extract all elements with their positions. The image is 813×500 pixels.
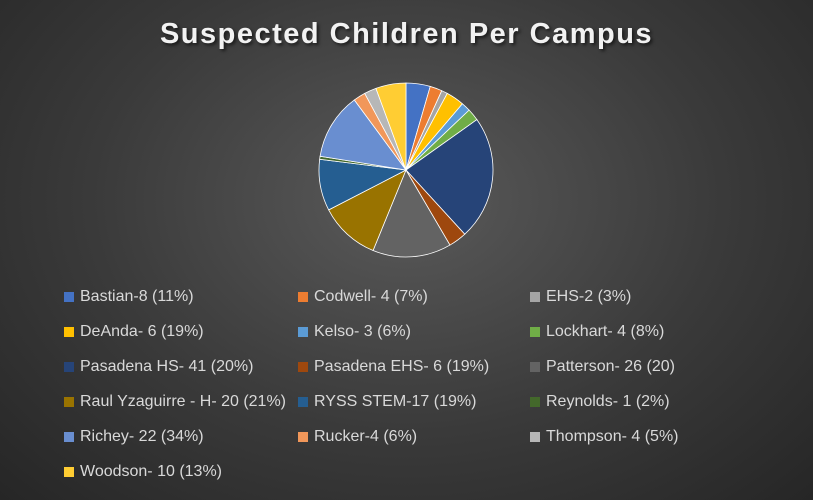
legend-swatch: [64, 327, 74, 337]
legend-label: Patterson- 26 (20): [546, 358, 675, 375]
legend-label: Rucker-4 (6%): [314, 428, 418, 445]
legend-label: Kelso- 3 (6%): [314, 323, 411, 340]
legend-item: Raul Yzaguirre - H- 20 (21%): [64, 391, 286, 413]
legend-swatch: [64, 292, 74, 302]
legend-item: Woodson- 10 (13%): [64, 461, 222, 483]
legend-swatch: [64, 362, 74, 372]
legend-swatch: [530, 327, 540, 337]
pie-slice: [372, 169, 451, 258]
legend-item: Richey- 22 (34%): [64, 426, 204, 448]
legend-item: Rucker-4 (6%): [298, 426, 417, 448]
legend-label: Thompson- 4 (5%): [546, 428, 679, 445]
legend-label: Pasadena HS- 41 (20%): [80, 358, 254, 375]
pie-slice: [405, 119, 494, 235]
legend-label: Lockhart- 4 (8%): [546, 323, 665, 340]
legend-label: Bastian-8 (11%): [80, 288, 194, 305]
legend-label: DeAnda- 6 (19%): [80, 323, 204, 340]
legend-label: Woodson- 10 (13%): [80, 463, 222, 480]
legend-item: Thompson- 4 (5%): [530, 426, 679, 448]
legend-swatch: [298, 397, 308, 407]
legend-swatch: [298, 362, 308, 372]
legend-swatch: [530, 362, 540, 372]
legend-item: Codwell- 4 (7%): [298, 286, 428, 308]
legend-item: Pasadena HS- 41 (20%): [64, 356, 253, 378]
legend-swatch: [530, 432, 540, 442]
legend-item: DeAnda- 6 (19%): [64, 321, 204, 343]
legend-label: Raul Yzaguirre - H- 20 (21%): [80, 393, 287, 410]
legend-item: Lockhart- 4 (8%): [530, 321, 664, 343]
pie-slice: [319, 99, 407, 171]
legend-item: Patterson- 26 (20): [530, 356, 675, 378]
legend-item: Bastian-8 (11%): [64, 286, 194, 308]
legend-label: Pasadena EHS- 6 (19%): [314, 358, 490, 375]
legend-label: Reynolds- 1 (2%): [546, 393, 670, 410]
pie-chart: [318, 82, 494, 258]
legend-swatch: [298, 432, 308, 442]
legend-swatch: [298, 327, 308, 337]
legend-item: Kelso- 3 (6%): [298, 321, 411, 343]
legend-swatch: [530, 292, 540, 302]
legend-label: Codwell- 4 (7%): [314, 288, 428, 305]
legend-swatch: [530, 397, 540, 407]
chart-title: Suspected Children Per Campus: [159, 18, 654, 50]
legend-item: EHS-2 (3%): [530, 286, 631, 308]
pie-slice: [375, 82, 407, 171]
legend-label: Richey- 22 (34%): [80, 428, 204, 445]
legend-label: RYSS STEM-17 (19%): [314, 393, 477, 410]
legend-item: RYSS STEM-17 (19%): [298, 391, 476, 413]
legend-swatch: [64, 467, 74, 477]
legend-label: EHS-2 (3%): [546, 288, 632, 305]
legend-swatch: [64, 397, 74, 407]
legend-item: Reynolds- 1 (2%): [530, 391, 670, 413]
legend-swatch: [64, 432, 74, 442]
legend-item: Pasadena EHS- 6 (19%): [298, 356, 489, 378]
legend-swatch: [298, 292, 308, 302]
